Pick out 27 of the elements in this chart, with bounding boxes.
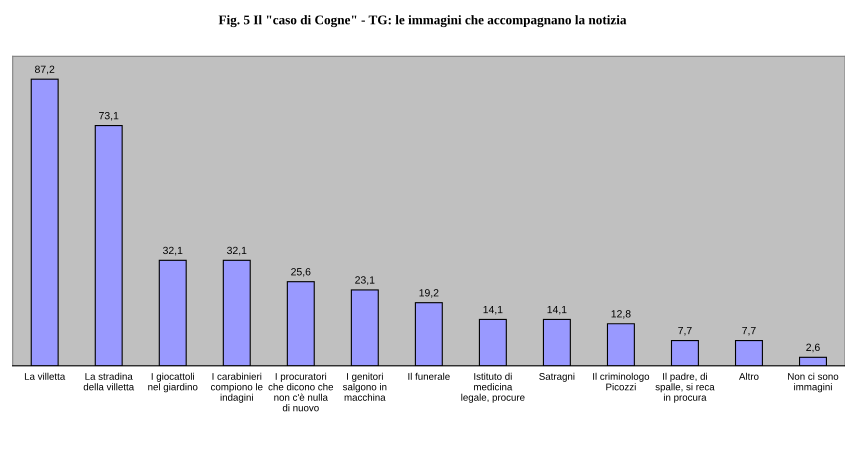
x-tick-label: Non ci sono immagini [788, 372, 838, 392]
x-tick-label: Il padre, di spalle, si reca in procura [655, 372, 715, 403]
x-tick-label: I procuratori che dicono che non c'è nulla di nuovo [268, 372, 334, 412]
x-tick-label: I carabinieri compiono le indagini [210, 372, 263, 403]
data-label: 73,1 [99, 112, 118, 121]
data-label: 14,1 [484, 306, 502, 314]
data-label: 25,6 [291, 268, 310, 277]
x-tick-label: Il criminologo Picozzi [593, 372, 650, 390]
x-tick-label: Altro [738, 372, 759, 380]
data-label: 7,7 [742, 327, 756, 336]
chart-title: Fig. 5 Il "caso di Cogne" - TG: le immagini che accompagnano la notizia [218, 15, 626, 28]
data-label: 12,8 [612, 310, 631, 319]
x-tick-label: La villetta [24, 372, 66, 380]
data-label: 87,2 [35, 66, 54, 74]
x-tick-label: Istituto di medicina legale, procure [461, 372, 525, 403]
x-tick-label: I genitori salgono in macchina [342, 372, 386, 401]
data-label: 2,6 [806, 344, 820, 352]
x-tick-label: Satragni [539, 372, 574, 382]
x-tick-label: La stradina della villetta [84, 372, 134, 390]
data-label: 23,1 [355, 276, 374, 285]
data-label: 19,2 [419, 289, 438, 298]
data-label: 7,7 [678, 327, 692, 336]
data-label: 14,1 [548, 306, 567, 314]
x-tick-label: I giocattoli nel giardino [148, 372, 198, 392]
x-tick-label: Il funerale [408, 372, 450, 380]
data-label: 32,1 [163, 246, 182, 256]
data-label: 32,1 [227, 246, 246, 256]
